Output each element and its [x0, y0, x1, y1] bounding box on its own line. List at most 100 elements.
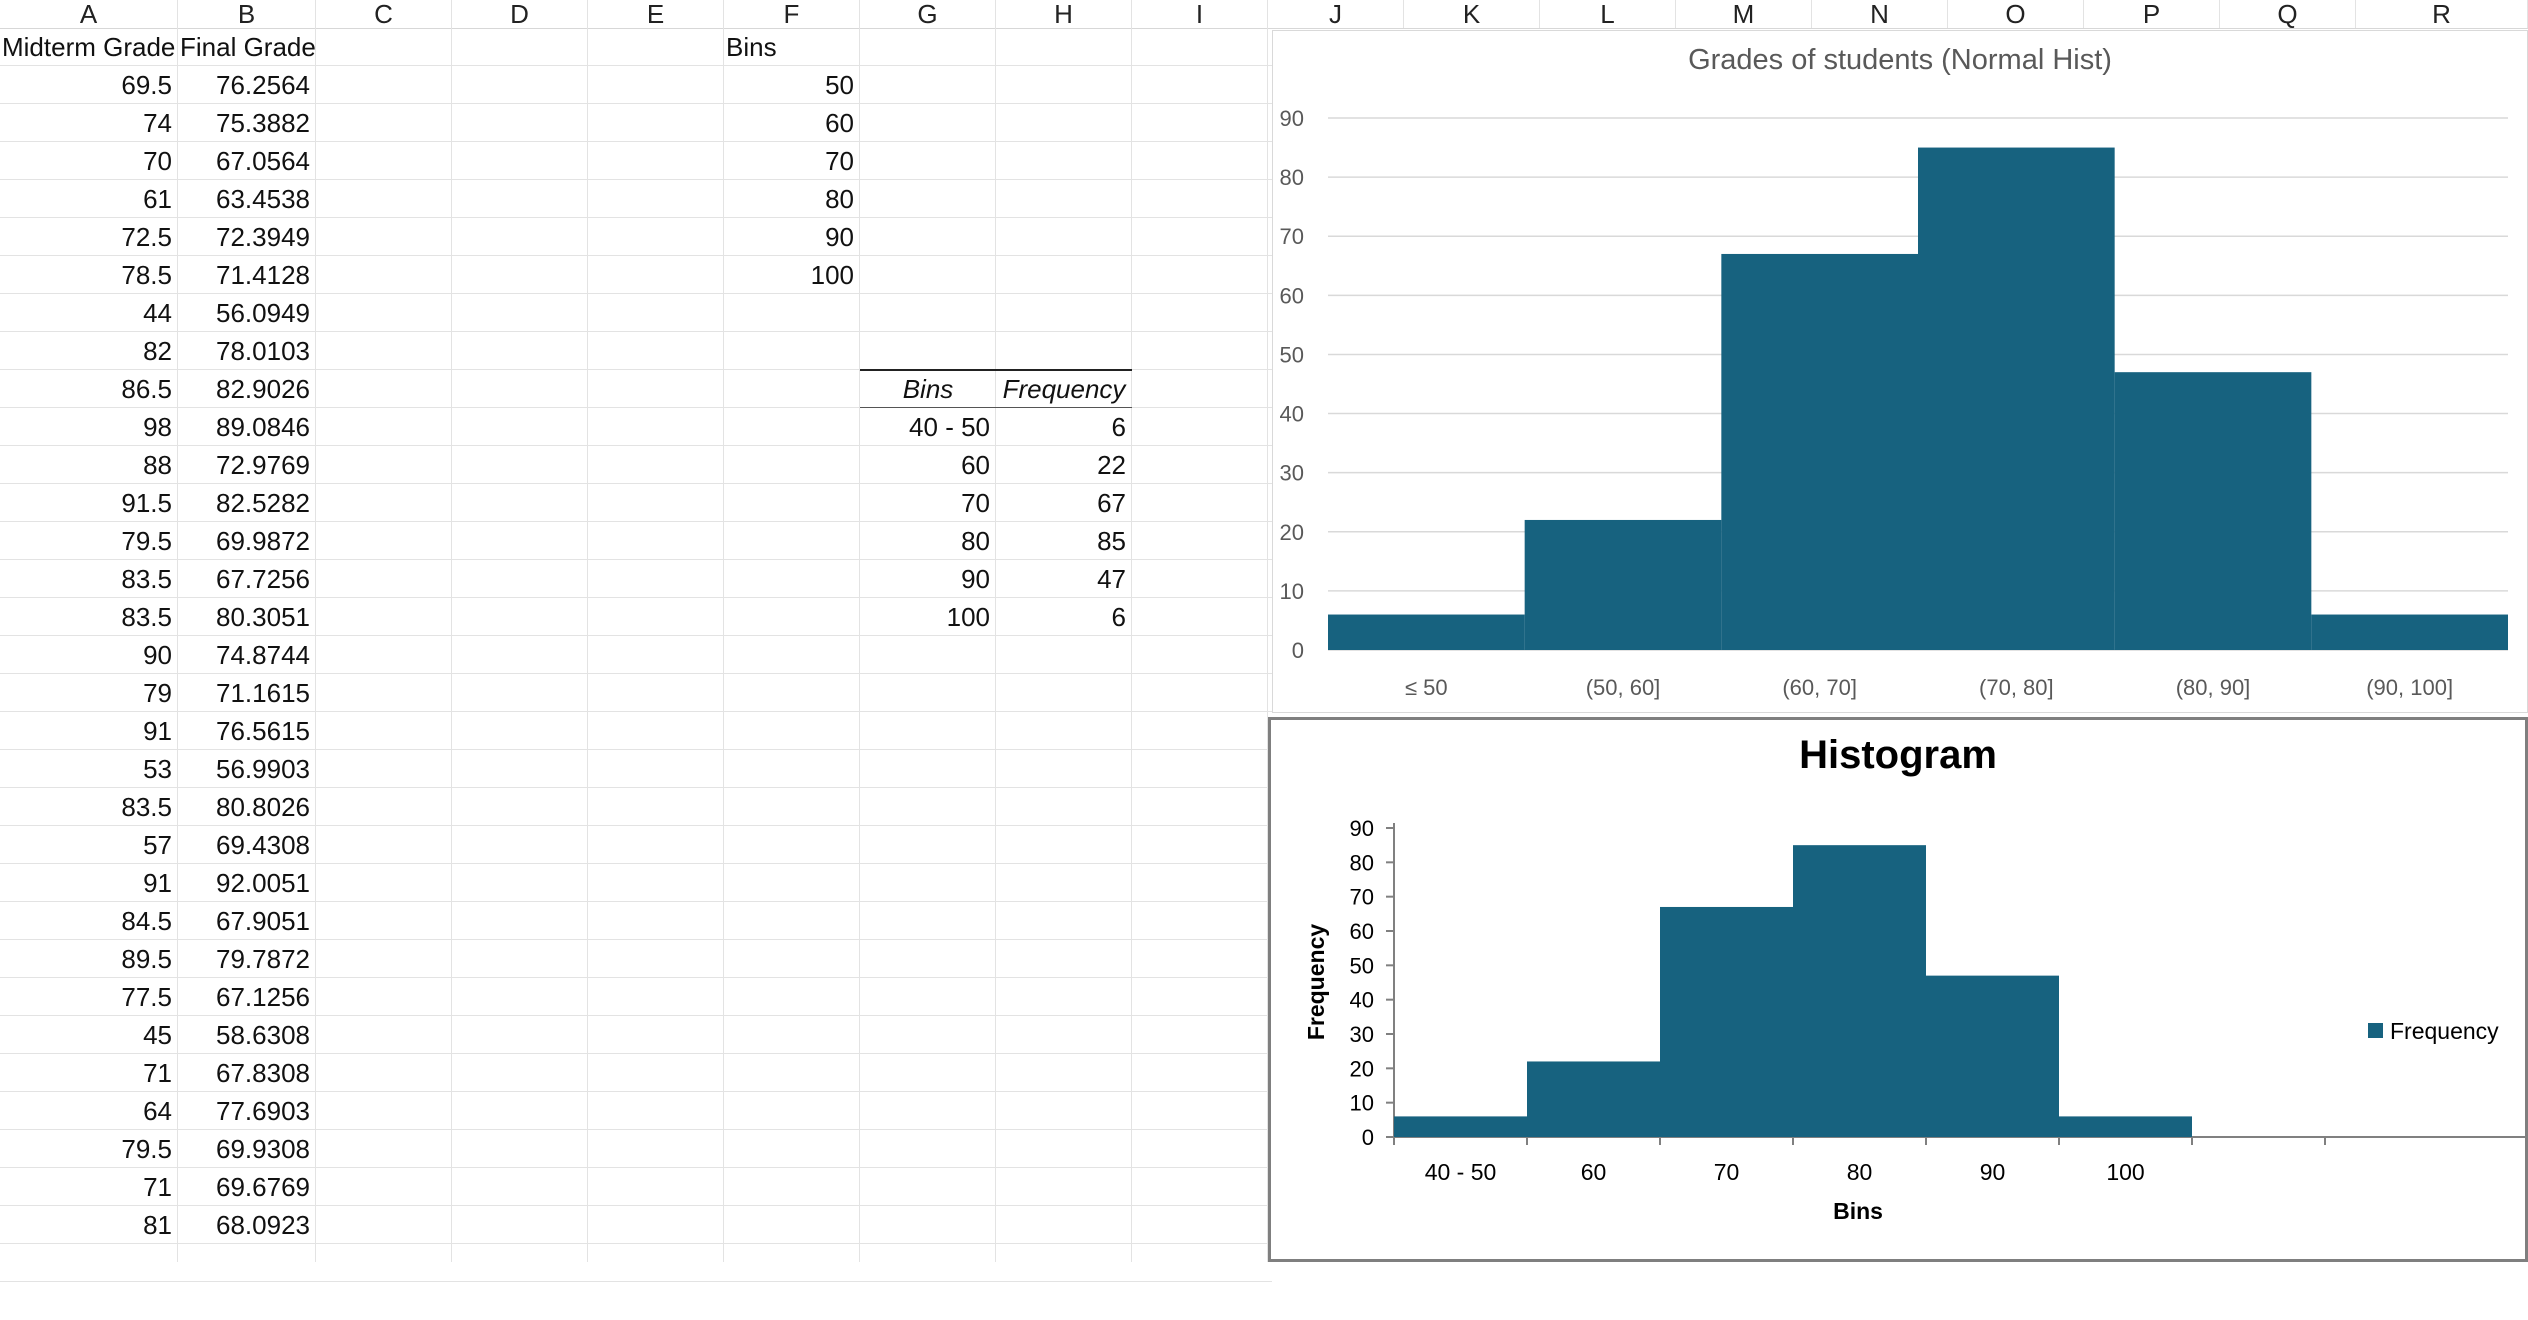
final-grade-cell[interactable]: 67.9051 [216, 906, 310, 936]
final-grade-cell[interactable]: 68.0923 [216, 1210, 310, 1240]
column-header-h[interactable]: H [996, 0, 1132, 28]
midterm-grade-cell[interactable]: 71 [143, 1172, 172, 1202]
freq-table-bin-cell[interactable]: 70 [961, 488, 990, 518]
bin-value-cell[interactable]: 50 [825, 70, 854, 100]
freq-table-frequency-cell[interactable]: 67 [1097, 488, 1126, 518]
column-header-g[interactable]: G [860, 0, 996, 28]
histogram-bar[interactable] [1660, 906, 1793, 1137]
analysis-histogram-chart[interactable]: Histogram 0 10 20 30 40 50 60 70 80 90 40 - 50 60 70 8… [1268, 717, 2528, 1262]
histogram-bar[interactable] [1721, 253, 1918, 650]
column-header-e[interactable]: E [588, 0, 724, 28]
bin-value-cell[interactable]: 70 [825, 146, 854, 176]
legend-label[interactable]: Frequency [2390, 1018, 2499, 1044]
freq-table-bin-cell[interactable]: 80 [961, 526, 990, 556]
column-header-k[interactable]: K [1404, 0, 1540, 28]
final-grade-cell[interactable]: 71.1615 [216, 678, 310, 708]
column-header-l[interactable]: L [1540, 0, 1676, 28]
midterm-grade-cell[interactable]: 77.5 [121, 982, 172, 1012]
bin-value-cell[interactable]: 60 [825, 108, 854, 138]
midterm-grade-cell-partial[interactable] [0, 1282, 178, 1320]
column-header-c[interactable]: C [316, 0, 452, 28]
final-grade-cell[interactable]: 76.2564 [216, 70, 310, 100]
freq-table-frequency-cell[interactable]: 85 [1097, 526, 1126, 556]
final-grade-cell[interactable]: 76.5615 [216, 716, 310, 746]
final-grade-cell[interactable]: 89.0846 [216, 412, 310, 442]
freq-table-bin-cell[interactable]: 40 - 50 [909, 412, 990, 442]
bin-value-cell[interactable]: 100 [810, 260, 854, 290]
column-header-o[interactable]: O [1948, 0, 2084, 28]
final-grade-cell[interactable]: 56.9903 [216, 754, 310, 784]
midterm-grade-cell[interactable]: 79 [143, 678, 172, 708]
freq-table-header-frequency[interactable]: Frequency [1002, 374, 1126, 404]
final-grade-cell[interactable]: 67.8308 [216, 1058, 310, 1088]
midterm-grade-cell[interactable]: 84.5 [121, 906, 172, 936]
midterm-grade-cell[interactable]: 88 [143, 450, 172, 480]
bin-value-cell[interactable]: 80 [825, 184, 854, 214]
histogram-bar[interactable] [1328, 614, 1525, 650]
freq-table-frequency-cell[interactable]: 6 [1111, 602, 1126, 632]
final-grade-cell[interactable]: 69.6769 [216, 1172, 310, 1202]
final-grade-cell[interactable]: 69.4308 [216, 830, 310, 860]
final-grade-cell[interactable]: 67.1256 [216, 982, 310, 1012]
final-grade-cell[interactable]: 56.0949 [216, 298, 310, 328]
column-header-m[interactable]: M [1676, 0, 1812, 28]
midterm-grade-cell[interactable]: 83.5 [121, 564, 172, 594]
histogram-bar[interactable] [1926, 975, 2059, 1137]
final-grade-cell[interactable]: 69.9872 [216, 526, 310, 556]
midterm-grade-cell[interactable]: 74 [143, 108, 172, 138]
final-grade-cell[interactable]: 80.3051 [216, 602, 310, 632]
final-grade-cell[interactable]: 72.3949 [216, 222, 310, 252]
column-header-d[interactable]: D [452, 0, 588, 28]
histogram-bar[interactable] [1394, 1116, 1527, 1137]
midterm-grade-cell[interactable]: 83.5 [121, 602, 172, 632]
header-final-grade[interactable]: Final Grade [180, 32, 316, 62]
midterm-grade-cell[interactable]: 71 [143, 1058, 172, 1088]
histogram-bar[interactable] [2311, 614, 2508, 650]
midterm-grade-cell[interactable]: 44 [143, 298, 172, 328]
freq-table-frequency-cell[interactable]: 6 [1111, 412, 1126, 442]
midterm-grade-cell[interactable]: 91.5 [121, 488, 172, 518]
header-bins[interactable]: Bins [726, 32, 777, 62]
bin-value-cell[interactable]: 90 [825, 222, 854, 252]
histogram-bar[interactable] [1524, 519, 1722, 650]
freq-table-frequency-cell[interactable]: 47 [1097, 564, 1126, 594]
final-grade-cell[interactable]: 71.4128 [216, 260, 310, 290]
histogram-bar[interactable] [1918, 147, 2115, 651]
histogram-bar[interactable] [2059, 1116, 2192, 1137]
midterm-grade-cell[interactable]: 79.5 [121, 1134, 172, 1164]
final-grade-cell[interactable]: 77.6903 [216, 1096, 310, 1126]
midterm-grade-cell[interactable]: 81 [143, 1210, 172, 1240]
final-grade-cell[interactable]: 82.5282 [216, 488, 310, 518]
freq-table-bin-cell[interactable]: 100 [946, 602, 990, 632]
normal-histogram-chart[interactable]: Grades of students (Normal Hist) 0 10 20 30 4… [1272, 30, 2528, 713]
final-grade-cell[interactable]: 78.0103 [216, 336, 310, 366]
final-grade-cell[interactable]: 69.9308 [216, 1134, 310, 1164]
final-grade-cell[interactable]: 92.0051 [216, 868, 310, 898]
freq-table-header-bins[interactable]: Bins [902, 374, 954, 404]
final-grade-cell[interactable]: 67.0564 [216, 146, 310, 176]
header-midterm-grade[interactable]: Midterm Grade [2, 32, 176, 62]
midterm-grade-cell[interactable]: 69.5 [121, 70, 172, 100]
column-header-i[interactable]: I [1132, 0, 1268, 28]
freq-table-bin-cell[interactable]: 60 [961, 450, 990, 480]
column-header-f[interactable]: F [724, 0, 860, 28]
midterm-grade-cell[interactable]: 78.5 [121, 260, 172, 290]
midterm-grade-cell[interactable]: 57 [143, 830, 172, 860]
final-grade-cell[interactable]: 63.4538 [216, 184, 310, 214]
final-grade-cell[interactable]: 79.7872 [216, 944, 310, 974]
midterm-grade-cell[interactable]: 91 [143, 716, 172, 746]
final-grade-cell[interactable]: 74.8744 [216, 640, 310, 670]
midterm-grade-cell[interactable]: 98 [143, 412, 172, 442]
histogram-bar[interactable] [2114, 372, 2312, 650]
midterm-grade-cell[interactable]: 70 [143, 146, 172, 176]
freq-table-bin-cell[interactable]: 90 [961, 564, 990, 594]
final-grade-cell[interactable]: 75.3882 [216, 108, 310, 138]
midterm-grade-cell[interactable]: 86.5 [121, 374, 172, 404]
column-header-n[interactable]: N [1812, 0, 1948, 28]
midterm-grade-cell[interactable]: 89.5 [121, 944, 172, 974]
midterm-grade-cell[interactable]: 82 [143, 336, 172, 366]
column-header-b[interactable]: B [178, 0, 316, 28]
midterm-grade-cell[interactable]: 90 [143, 640, 172, 670]
final-grade-cell[interactable]: 72.9769 [216, 450, 310, 480]
final-grade-cell[interactable]: 58.6308 [216, 1020, 310, 1050]
